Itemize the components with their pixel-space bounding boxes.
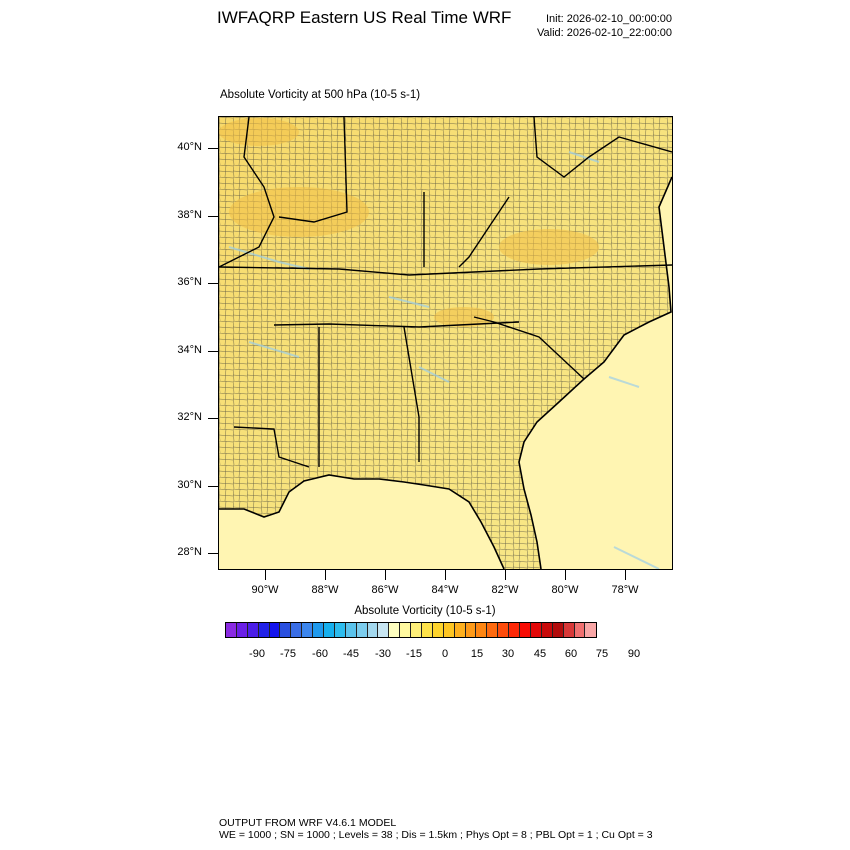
colorbar-swatch <box>334 623 346 637</box>
lat-tick <box>208 418 218 419</box>
lon-tick <box>625 570 626 580</box>
model-settings: WE = 1000 ; SN = 1000 ; Levels = 38 ; Di… <box>219 829 653 841</box>
lon-label: 82°W <box>491 584 519 596</box>
colorbar-swatch <box>411 623 423 637</box>
colorbar-swatch <box>389 623 401 637</box>
colorbar-swatch <box>487 623 499 637</box>
colorbar-label: 90 <box>627 648 641 660</box>
init-time: Init: 2026-02-10_00:00:00 <box>546 13 672 25</box>
lat-label: 40°N <box>177 141 202 153</box>
colorbar-swatch <box>258 623 270 637</box>
lat-tick <box>208 486 218 487</box>
valid-time: Valid: 2026-02-10_22:00:00 <box>537 27 672 39</box>
lat-label: 32°N <box>177 411 202 423</box>
coastline <box>219 176 672 569</box>
lat-label: 30°N <box>177 479 202 491</box>
colorbar-label: -45 <box>343 648 359 660</box>
colorbar-swatch <box>563 623 575 637</box>
colorbar-swatch <box>302 623 314 637</box>
colorbar-swatch <box>552 623 564 637</box>
colorbar-swatch <box>367 623 379 637</box>
colorbar-label: 60 <box>564 648 578 660</box>
lon-label: 84°W <box>431 584 459 596</box>
lat-label: 34°N <box>177 344 202 356</box>
lon-tick <box>445 570 446 580</box>
lon-tick <box>325 570 326 580</box>
vorticity-highs <box>219 118 599 327</box>
colorbar-label: 75 <box>595 648 609 660</box>
colorbar-swatch <box>313 623 325 637</box>
lat-tick <box>208 283 218 284</box>
lon-label: 90°W <box>251 584 279 596</box>
colorbar-title: Absolute Vorticity (10-5 s-1) <box>354 605 496 617</box>
colorbar-swatch <box>465 623 477 637</box>
colorbar-swatch <box>585 623 597 637</box>
colorbar-swatch <box>454 623 466 637</box>
colorbar-swatch <box>345 623 357 637</box>
colorbar-swatch <box>291 623 303 637</box>
vorticity-map <box>218 116 673 570</box>
lon-tick <box>265 570 266 580</box>
lat-tick <box>208 148 218 149</box>
colorbar-swatch <box>400 623 412 637</box>
vorticity-streaks <box>228 151 660 569</box>
lon-label: 88°W <box>311 584 339 596</box>
colorbar-swatch <box>443 623 455 637</box>
colorbar-swatch <box>280 623 292 637</box>
colorbar-swatch <box>226 623 237 637</box>
colorbar-label: -75 <box>280 648 296 660</box>
colorbar-label: -60 <box>312 648 328 660</box>
lat-tick <box>208 216 218 217</box>
colorbar-label: -30 <box>375 648 391 660</box>
colorbar-swatch <box>247 623 259 637</box>
colorbar-swatch <box>236 623 248 637</box>
colorbar-swatch <box>269 623 281 637</box>
colorbar-swatch <box>476 623 488 637</box>
model-info: OUTPUT FROM WRF V4.6.1 MODEL WE = 1000 ;… <box>219 817 653 841</box>
colorbar-label: -15 <box>406 648 422 660</box>
colorbar-swatch <box>509 623 521 637</box>
lon-tick <box>565 570 566 580</box>
colorbar <box>225 622 598 638</box>
state-boundaries <box>219 117 672 468</box>
page-title: IWFAQRP Eastern US Real Time WRF <box>217 8 512 27</box>
colorbar-swatch <box>530 623 542 637</box>
model-version: OUTPUT FROM WRF V4.6.1 MODEL <box>219 817 397 829</box>
colorbar-swatch <box>574 623 586 637</box>
field-subtitle: Absolute Vorticity at 500 hPa (10-5 s-1) <box>220 89 421 101</box>
colorbar-swatch <box>498 623 510 637</box>
colorbar-swatch <box>378 623 390 637</box>
colorbar-swatch <box>324 623 335 637</box>
lon-tick <box>385 570 386 580</box>
lon-label: 80°W <box>551 584 579 596</box>
map-canvas <box>219 117 672 569</box>
lat-label: 28°N <box>177 546 202 558</box>
colorbar-swatch <box>432 623 444 637</box>
lat-tick <box>208 553 218 554</box>
lat-label: 38°N <box>177 209 202 221</box>
lat-tick <box>208 351 218 352</box>
colorbar-swatch <box>422 623 433 637</box>
lon-tick <box>505 570 506 580</box>
lat-label: 36°N <box>177 276 202 288</box>
run-times: Init: 2026-02-10_00:00:00 Valid: 2026-02… <box>520 12 672 40</box>
colorbar-label: 0 <box>441 648 449 660</box>
colorbar-swatch <box>356 623 368 637</box>
colorbar-swatch <box>520 623 531 637</box>
colorbar-label: 30 <box>501 648 515 660</box>
colorbar-swatch <box>541 623 553 637</box>
lon-label: 78°W <box>611 584 639 596</box>
colorbar-label: -90 <box>249 648 265 660</box>
colorbar-label: 45 <box>533 648 547 660</box>
colorbar-label: 15 <box>470 648 484 660</box>
lon-label: 86°W <box>371 584 399 596</box>
